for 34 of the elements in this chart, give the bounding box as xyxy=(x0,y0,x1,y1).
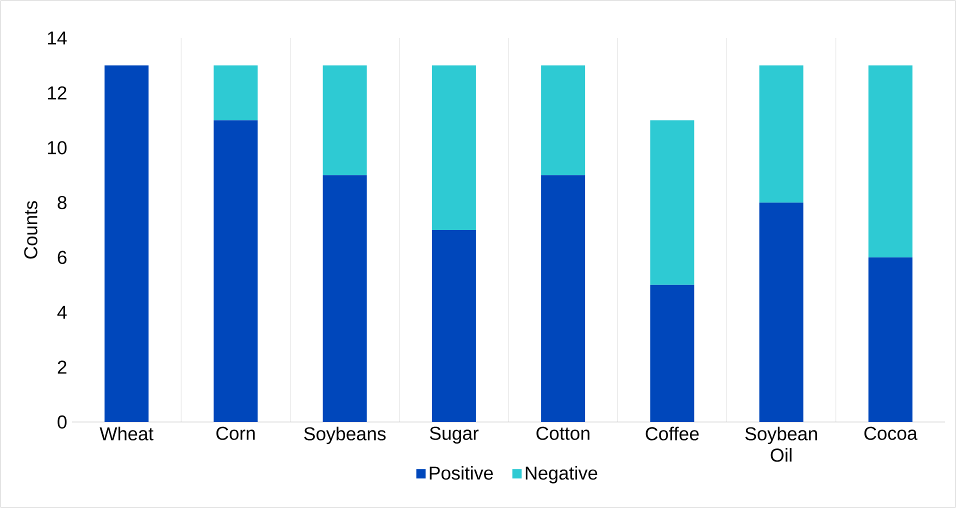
x-tick-label: Coffee xyxy=(646,426,699,440)
bar xyxy=(432,65,476,230)
x-tick-label: Cocoa xyxy=(864,426,918,440)
bar xyxy=(541,65,586,176)
bar xyxy=(868,257,912,422)
x-tick-label: Wheat xyxy=(100,426,154,440)
bar xyxy=(650,120,694,285)
legend-label: Negative xyxy=(526,466,598,484)
bar xyxy=(322,65,367,176)
bar xyxy=(104,65,149,422)
x-tick-label: Corn xyxy=(216,426,255,440)
legend-label: Positive xyxy=(430,466,493,480)
bar xyxy=(650,284,694,422)
y-axis-title: Counts xyxy=(24,201,38,259)
bar xyxy=(214,65,258,120)
bar xyxy=(759,202,804,422)
bar xyxy=(322,175,367,422)
x-tick-label: Soybeans xyxy=(304,426,386,444)
x-tick-label: Cotton xyxy=(536,426,590,440)
y-tick-label: 8 xyxy=(58,196,66,210)
y-tick-label: 2 xyxy=(58,360,66,374)
bar xyxy=(432,230,476,422)
x-tick-label: Sugar xyxy=(430,426,479,444)
bar xyxy=(759,65,804,203)
bar xyxy=(541,175,586,422)
bar xyxy=(214,120,258,422)
y-tick-label: 6 xyxy=(58,250,66,264)
y-tick-label: 12 xyxy=(48,86,66,100)
y-tick-label: 4 xyxy=(57,306,67,319)
x-tick-label: Soybean Oil xyxy=(745,426,817,462)
y-tick-label: 10 xyxy=(48,141,67,154)
bar xyxy=(868,65,912,258)
y-tick-label: 14 xyxy=(48,32,67,44)
y-tick-label: 0 xyxy=(58,415,67,429)
